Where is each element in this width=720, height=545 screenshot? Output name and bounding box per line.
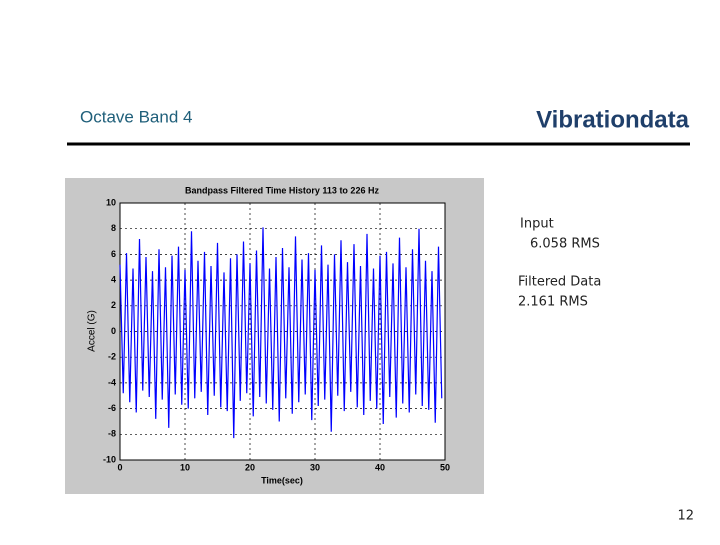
slide-title: Octave Band 4 bbox=[80, 107, 192, 126]
x-tick-label: 10 bbox=[180, 462, 190, 472]
note: 6.058 RMS bbox=[530, 237, 600, 252]
chart-title: Bandpass Filtered Time History 113 to 22… bbox=[185, 185, 379, 195]
y-tick-label: 8 bbox=[111, 223, 116, 233]
page-number: 12 bbox=[677, 509, 694, 524]
x-tick-label: 40 bbox=[375, 462, 385, 472]
x-tick-label: 0 bbox=[117, 462, 122, 472]
y-tick-label: -6 bbox=[108, 403, 116, 413]
y-tick-label: -8 bbox=[108, 429, 116, 439]
y-tick-label: 4 bbox=[111, 274, 116, 284]
y-tick-label: 10 bbox=[106, 197, 116, 207]
brand: Vibrationdata bbox=[536, 106, 690, 133]
y-tick-label: -10 bbox=[103, 454, 116, 464]
y-tick-label: 6 bbox=[111, 249, 116, 259]
y-axis-label: Accel (G) bbox=[87, 310, 98, 352]
y-tick-label: -2 bbox=[108, 352, 116, 362]
x-axis-label: Time(sec) bbox=[261, 475, 303, 485]
signal-line bbox=[119, 227, 443, 439]
y-tick-label: 2 bbox=[111, 300, 116, 310]
x-tick-label: 20 bbox=[245, 462, 255, 472]
note: Input bbox=[520, 217, 554, 232]
y-tick-label: -4 bbox=[108, 377, 116, 387]
note: 2.161 RMS bbox=[518, 295, 588, 310]
y-tick-label: 0 bbox=[111, 326, 116, 336]
x-tick-label: 30 bbox=[310, 462, 320, 472]
x-tick-label: 50 bbox=[440, 462, 450, 472]
note: Filtered Data bbox=[518, 275, 601, 290]
